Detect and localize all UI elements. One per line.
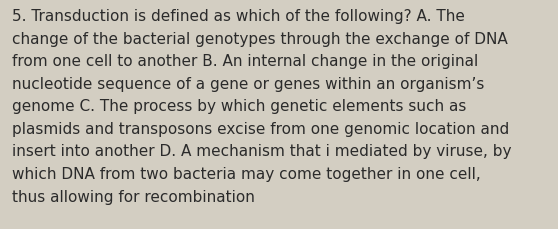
Text: genome C. The process by which genetic elements such as: genome C. The process by which genetic e… xyxy=(12,99,466,114)
Text: insert into another D. A mechanism that i mediated by viruse, by: insert into another D. A mechanism that … xyxy=(12,144,512,159)
Text: nucleotide sequence of a gene or genes within an organism’s: nucleotide sequence of a gene or genes w… xyxy=(12,76,485,91)
Text: plasmids and transposons excise from one genomic location and: plasmids and transposons excise from one… xyxy=(12,121,509,136)
Text: which DNA from two bacteria may come together in one cell,: which DNA from two bacteria may come tog… xyxy=(12,166,481,181)
Text: change of the bacterial genotypes through the exchange of DNA: change of the bacterial genotypes throug… xyxy=(12,32,508,46)
Text: 5. Transduction is defined as which of the following? A. The: 5. Transduction is defined as which of t… xyxy=(12,9,465,24)
Text: from one cell to another B. An internal change in the original: from one cell to another B. An internal … xyxy=(12,54,479,69)
Text: thus allowing for recombination: thus allowing for recombination xyxy=(12,189,255,204)
